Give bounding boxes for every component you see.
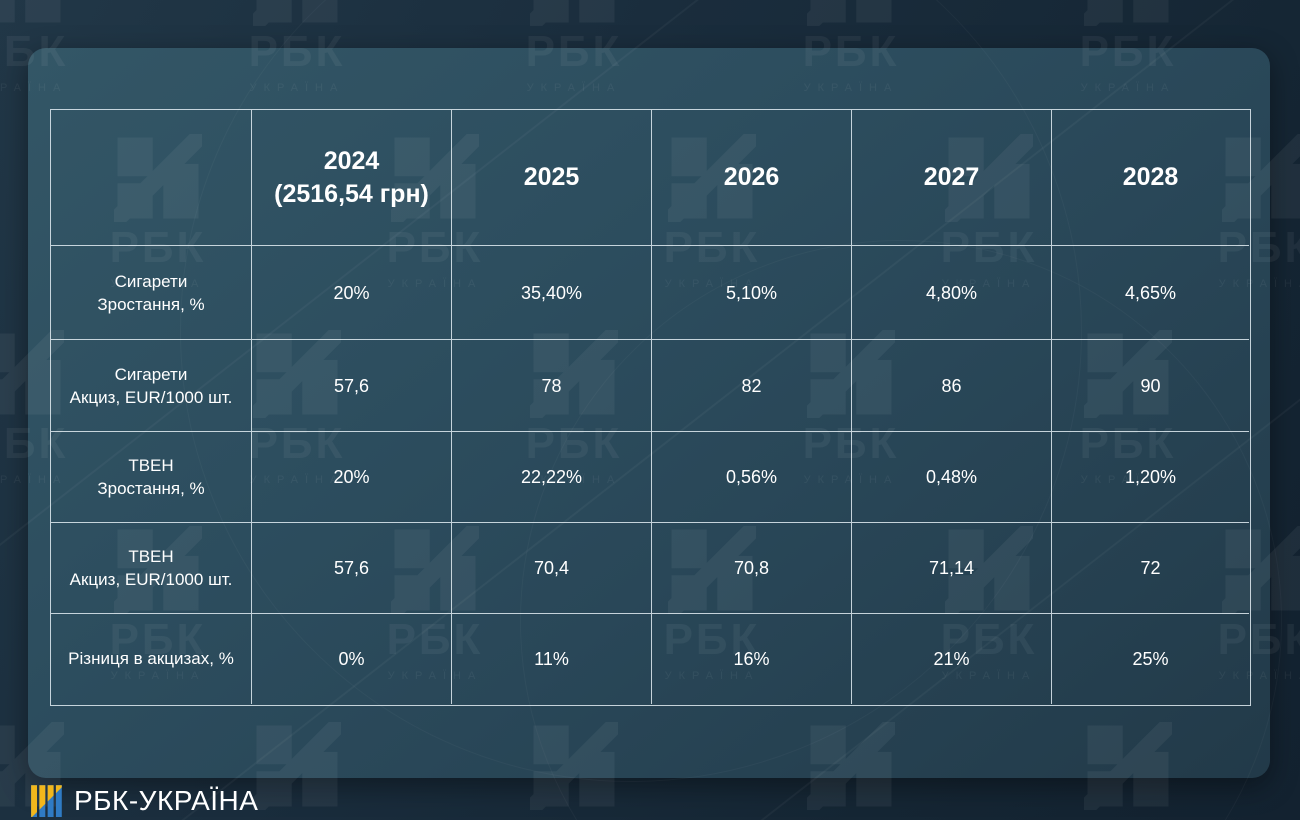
rbc-ukraine-logo: РБК-УКРАЇНА: [30, 783, 258, 819]
row-label: Різниця в акцизах, %: [51, 614, 252, 704]
header-cell-2025: 2025: [452, 110, 652, 246]
row-label-line2: Зростання, %: [97, 479, 205, 498]
header-cell-2024: 2024 (2516,54 грн): [252, 110, 452, 246]
table-cell: 4,80%: [852, 246, 1052, 340]
row-label-line2: Акциз, EUR/1000 шт.: [69, 387, 233, 407]
rbc-window-icon: [0, 0, 61, 23]
table-cell: 35,40%: [452, 246, 652, 340]
row-label-line1: ТВЕН: [128, 456, 174, 475]
row-label-line2: Акциз, EUR/1000 шт.: [69, 570, 233, 589]
rbc-ukraine-logo-icon: [31, 785, 62, 817]
watermark-rbk-text: РБК: [1048, 814, 1208, 820]
table-cell: 20%: [252, 432, 452, 523]
rbc-window-icon: [530, 0, 615, 26]
row-label-line1: Різниця в акцизах, %: [68, 649, 234, 669]
row-label-line1: Сигарети: [114, 271, 188, 291]
infographic-panel: 2024 (2516,54 грн) 2025 2026 2027 2028 С…: [28, 48, 1270, 778]
table-cell: 0%: [252, 614, 452, 704]
excise-table: 2024 (2516,54 грн) 2025 2026 2027 2028 С…: [50, 109, 1251, 706]
table-cell: 21%: [852, 614, 1052, 704]
watermark-rbk-text: РБК: [494, 814, 654, 820]
header-year: 2026: [723, 163, 780, 191]
header-note: (2516,54 грн): [274, 179, 429, 208]
rbc-window-icon: [253, 0, 338, 26]
header-year: 2027: [923, 163, 980, 191]
table-cell: 20%: [252, 246, 452, 340]
rbc-ukraine-logo-text: РБК-УКРАЇНА: [74, 785, 259, 816]
header-year: 2028: [1122, 163, 1179, 191]
header-cell-2028: 2028: [1052, 110, 1249, 246]
table-cell: 72: [1052, 523, 1249, 614]
header-cell-2027: 2027: [852, 110, 1052, 246]
table-cell: 78: [452, 340, 652, 432]
table-cell: 5,10%: [652, 246, 852, 340]
table-cell: 57,6: [252, 523, 452, 614]
table-cell: 90: [1052, 340, 1249, 432]
table-cell: 57,6: [252, 340, 452, 432]
row-label: Сигарети Зростання, %: [51, 246, 252, 340]
table-cell: 0,56%: [652, 432, 852, 523]
row-label-line1: ТВЕН: [128, 547, 174, 566]
table-cell: 70,4: [452, 523, 652, 614]
row-label-line2: Зростання, %: [97, 294, 205, 314]
header-corner-cell: [51, 110, 252, 246]
table-cell: 4,65%: [1052, 246, 1249, 340]
table-cell: 1,20%: [1052, 432, 1249, 523]
table-cell: 71,14: [852, 523, 1052, 614]
table-cell: 70,8: [652, 523, 852, 614]
table-cell: 16%: [652, 614, 852, 704]
table-cell: 25%: [1132, 648, 1169, 669]
table-cell: 86: [852, 340, 1052, 432]
row-label: Сигарети Акциз, EUR/1000 шт.: [51, 340, 252, 432]
watermark-rbk-text: РБК: [771, 814, 931, 820]
table-cell: 82: [652, 340, 852, 432]
rbc-window-icon: [1084, 0, 1169, 26]
row-label-line1: Сигарети: [114, 364, 188, 384]
rbc-window-icon: [807, 0, 892, 26]
header-year: 2025: [523, 163, 580, 191]
header-year: 2024: [323, 146, 380, 175]
header-cell-2026: 2026: [652, 110, 852, 246]
table-cell: 11%: [452, 614, 652, 704]
table-cell: 22,22%: [452, 432, 652, 523]
table-cell: 0,48%: [852, 432, 1052, 523]
row-label: ТВЕН Акциз, EUR/1000 шт.: [51, 523, 252, 614]
row-label: ТВЕН Зростання, %: [51, 432, 252, 523]
